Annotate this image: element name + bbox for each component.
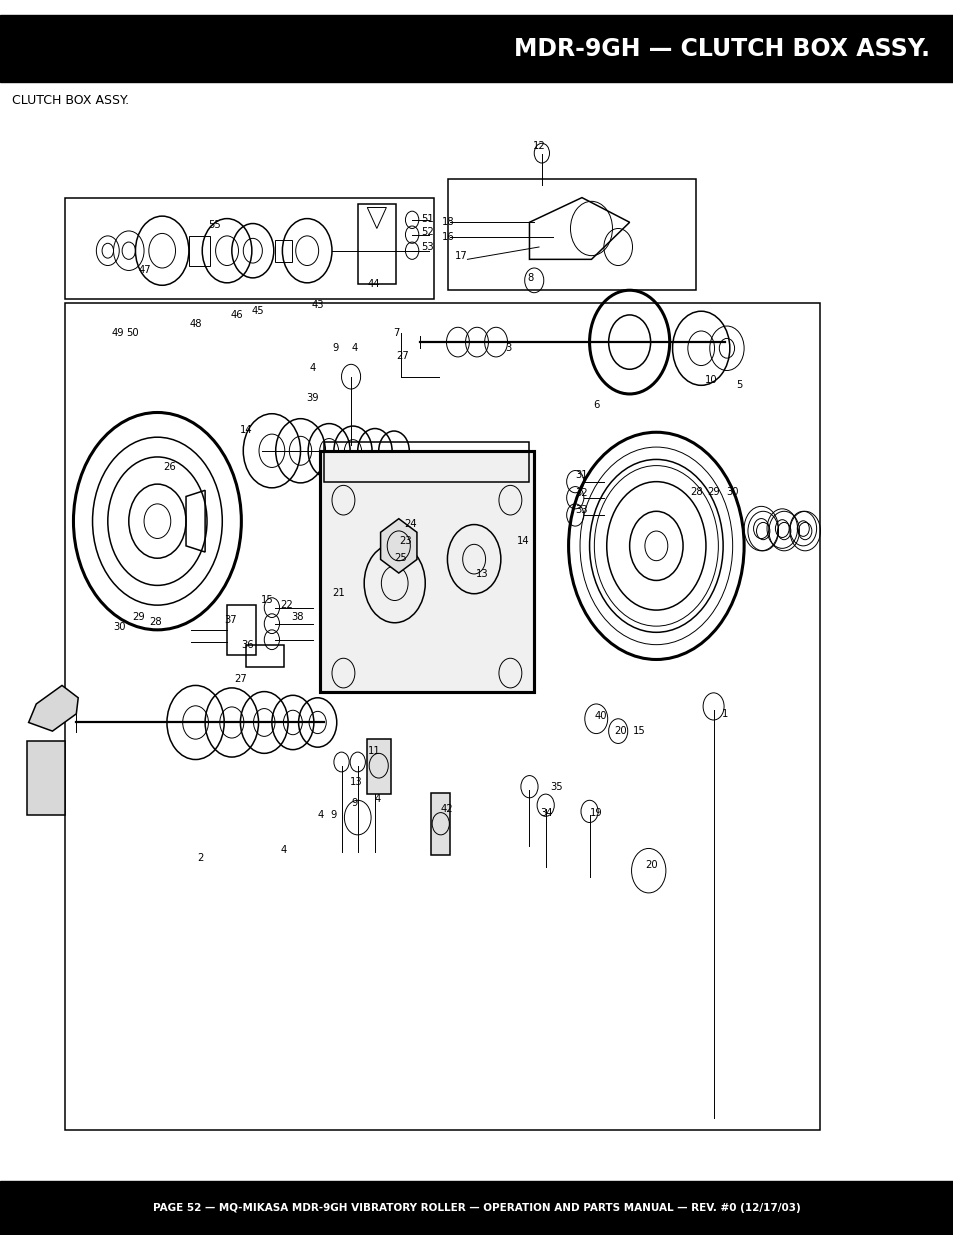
Text: 30: 30 bbox=[725, 487, 739, 496]
Text: 26: 26 bbox=[163, 462, 176, 472]
Text: 37: 37 bbox=[224, 615, 237, 625]
Text: 38: 38 bbox=[291, 613, 304, 622]
Text: 4: 4 bbox=[310, 363, 315, 373]
Text: 10: 10 bbox=[703, 375, 717, 385]
Bar bbox=[319, 451, 534, 692]
Bar bbox=[324, 442, 529, 482]
Polygon shape bbox=[27, 741, 65, 815]
Text: 48: 48 bbox=[189, 319, 202, 329]
Text: 52: 52 bbox=[420, 227, 434, 237]
Text: 13: 13 bbox=[349, 777, 362, 787]
Text: 23: 23 bbox=[398, 536, 412, 546]
Bar bbox=[319, 451, 534, 692]
Text: 19: 19 bbox=[589, 808, 602, 818]
Text: 9: 9 bbox=[352, 798, 357, 808]
Text: 35: 35 bbox=[549, 782, 562, 792]
Text: 15: 15 bbox=[632, 726, 645, 736]
Text: 12: 12 bbox=[532, 141, 545, 151]
Text: 16: 16 bbox=[441, 232, 455, 242]
Text: 46: 46 bbox=[230, 310, 243, 320]
Text: 51: 51 bbox=[420, 214, 434, 224]
Text: 27: 27 bbox=[233, 674, 247, 684]
Bar bbox=[431, 793, 450, 855]
Text: 4: 4 bbox=[352, 343, 357, 353]
Text: 33: 33 bbox=[575, 505, 588, 515]
Text: 40: 40 bbox=[594, 711, 607, 721]
Text: 8: 8 bbox=[527, 273, 533, 283]
Text: 50: 50 bbox=[126, 329, 139, 338]
Text: 36: 36 bbox=[241, 640, 254, 650]
Text: 32: 32 bbox=[575, 488, 588, 498]
Text: 27: 27 bbox=[395, 351, 409, 361]
Text: 49: 49 bbox=[112, 329, 125, 338]
Text: 28: 28 bbox=[689, 487, 702, 496]
Bar bbox=[367, 739, 391, 794]
Text: 9: 9 bbox=[331, 810, 336, 820]
Text: 28: 28 bbox=[149, 618, 162, 627]
Text: 14: 14 bbox=[516, 536, 529, 546]
Text: 31: 31 bbox=[575, 471, 588, 480]
Text: 4: 4 bbox=[375, 794, 380, 804]
Text: 24: 24 bbox=[403, 519, 416, 529]
Text: 9: 9 bbox=[333, 343, 338, 353]
Text: 30: 30 bbox=[112, 622, 126, 632]
Text: 43: 43 bbox=[311, 300, 324, 310]
Bar bbox=[189, 236, 210, 266]
Text: 34: 34 bbox=[539, 808, 553, 818]
Text: 29: 29 bbox=[706, 487, 720, 496]
Text: 25: 25 bbox=[394, 553, 407, 563]
Text: 11: 11 bbox=[367, 746, 380, 756]
Text: 1: 1 bbox=[721, 709, 727, 719]
Text: 4: 4 bbox=[280, 845, 286, 855]
Text: 15: 15 bbox=[260, 595, 274, 605]
Polygon shape bbox=[380, 519, 416, 573]
Text: 47: 47 bbox=[138, 266, 152, 275]
Polygon shape bbox=[29, 685, 78, 731]
Bar bbox=[274, 240, 292, 262]
Text: 20: 20 bbox=[644, 860, 658, 869]
Text: 6: 6 bbox=[593, 400, 598, 410]
Text: 45: 45 bbox=[251, 306, 264, 316]
Text: 20: 20 bbox=[613, 726, 626, 736]
Text: 14: 14 bbox=[239, 425, 253, 435]
Text: 53: 53 bbox=[420, 242, 434, 252]
Bar bbox=[0, 1181, 953, 1235]
Text: 44: 44 bbox=[367, 279, 380, 289]
Text: 17: 17 bbox=[455, 251, 468, 261]
Text: 5: 5 bbox=[736, 380, 741, 390]
Text: 18: 18 bbox=[441, 217, 455, 227]
Text: 3: 3 bbox=[505, 343, 511, 353]
Bar bbox=[0, 16, 953, 83]
Text: 21: 21 bbox=[332, 588, 345, 598]
Text: 4: 4 bbox=[317, 810, 323, 820]
Text: 2: 2 bbox=[197, 853, 203, 863]
Text: 39: 39 bbox=[306, 393, 319, 403]
Text: CLUTCH BOX ASSY.: CLUTCH BOX ASSY. bbox=[12, 94, 130, 107]
Text: MDR-9GH — CLUTCH BOX ASSY.: MDR-9GH — CLUTCH BOX ASSY. bbox=[514, 37, 929, 61]
Text: 13: 13 bbox=[475, 569, 488, 579]
Text: 29: 29 bbox=[132, 613, 145, 622]
Text: PAGE 52 — MQ-MIKASA MDR-9GH VIBRATORY ROLLER — OPERATION AND PARTS MANUAL — REV.: PAGE 52 — MQ-MIKASA MDR-9GH VIBRATORY RO… bbox=[153, 1203, 800, 1213]
Text: 22: 22 bbox=[279, 600, 293, 610]
Text: 42: 42 bbox=[439, 804, 453, 814]
Text: 7: 7 bbox=[393, 329, 398, 338]
Text: 55: 55 bbox=[208, 220, 221, 230]
